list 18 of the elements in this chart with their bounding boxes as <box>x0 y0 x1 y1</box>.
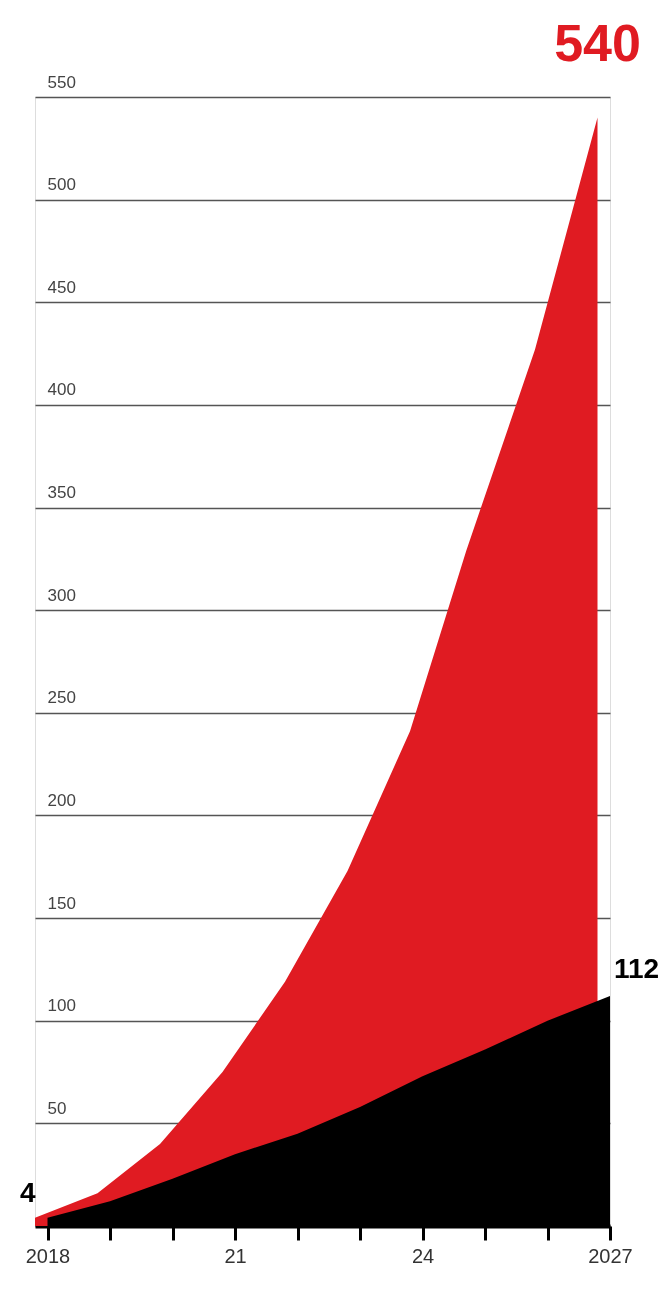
y-tick-label: 200 <box>47 790 76 810</box>
y-tick-label: 250 <box>47 688 76 708</box>
y-tick-label: 500 <box>47 175 76 195</box>
y-tick-label: 400 <box>47 380 76 400</box>
x-tick-label: 2027 <box>588 1244 633 1267</box>
annotation: 4 <box>19 1176 36 1208</box>
y-tick-label: 50 <box>47 1098 67 1118</box>
annotation: 540 <box>554 13 641 72</box>
y-tick-label: 550 <box>47 72 76 92</box>
y-tick-label: 150 <box>47 893 76 913</box>
x-tick-label: 2018 <box>25 1244 71 1267</box>
y-tick-label: 450 <box>47 277 76 297</box>
annotation: 112 <box>614 953 660 985</box>
y-tick-label: 350 <box>47 483 76 503</box>
y-tick-label: 300 <box>47 585 76 605</box>
x-tick-label: 21 <box>224 1244 247 1267</box>
x-tick-label: 24 <box>411 1244 435 1267</box>
y-tick-label: 100 <box>47 996 76 1016</box>
